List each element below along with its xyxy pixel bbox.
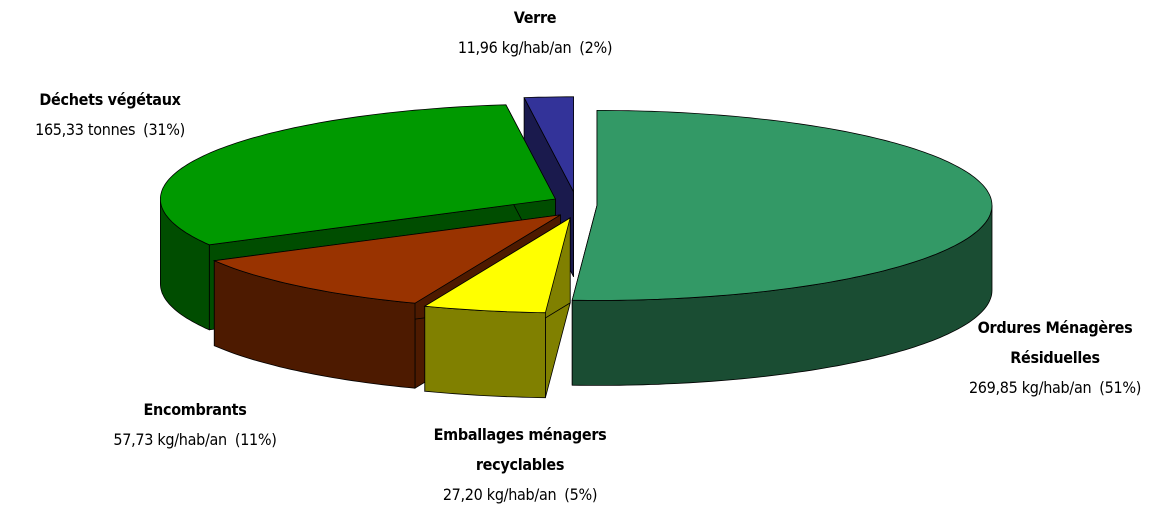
category-name: Emballages ménagers recyclables xyxy=(433,425,607,474)
detail: 269,85 kg/hab/an xyxy=(968,378,1092,397)
value-line: 269,85 kg/hab/an (51%) xyxy=(945,373,1165,403)
detail: 27,20 kg/hab/an xyxy=(442,485,557,504)
slice-top xyxy=(571,110,993,301)
value-line: 57,73 kg/hab/an (11%) xyxy=(90,425,300,455)
category-name: Déchets végétaux xyxy=(39,90,181,109)
detail: 165,33 tonnes xyxy=(35,120,136,139)
percent-label: (11%) xyxy=(234,430,277,449)
slice-label: Ordures Ménagères Résiduelles 269,85 kg/h… xyxy=(945,313,1165,403)
percent-label: (5%) xyxy=(564,485,598,504)
slice-top xyxy=(423,217,571,314)
category-name: Ordures Ménagères Résiduelles xyxy=(977,318,1133,367)
slice-top xyxy=(159,104,557,246)
slice-label: Verre 11,96 kg/hab/an (2%) xyxy=(435,3,635,63)
slice xyxy=(571,110,993,386)
value-line: 27,20 kg/hab/an (5%) xyxy=(400,480,640,510)
detail: 11,96 kg/hab/an xyxy=(457,38,572,57)
slice-top xyxy=(523,96,574,192)
category-name: Verre xyxy=(513,8,557,27)
slice-label: Emballages ménagers recyclables 27,20 kg/… xyxy=(400,420,640,510)
percent-label: (31%) xyxy=(143,120,185,139)
slice-label: Encombrants 57,73 kg/hab/an (11%) xyxy=(90,395,300,455)
percent-label: (51%) xyxy=(1099,378,1142,397)
slice-side xyxy=(424,305,546,399)
percent-label: (2%) xyxy=(579,38,613,57)
detail: 57,73 kg/hab/an xyxy=(113,430,227,449)
slice xyxy=(423,217,571,399)
slice-top xyxy=(212,214,561,304)
slice-label: Déchets végétaux 165,33 tonnes (31%) xyxy=(0,85,220,145)
value-line: 165,33 tonnes (31%) xyxy=(0,115,220,145)
category-name: Encombrants xyxy=(143,400,247,419)
value-line: 11,96 kg/hab/an (2%) xyxy=(435,33,635,63)
